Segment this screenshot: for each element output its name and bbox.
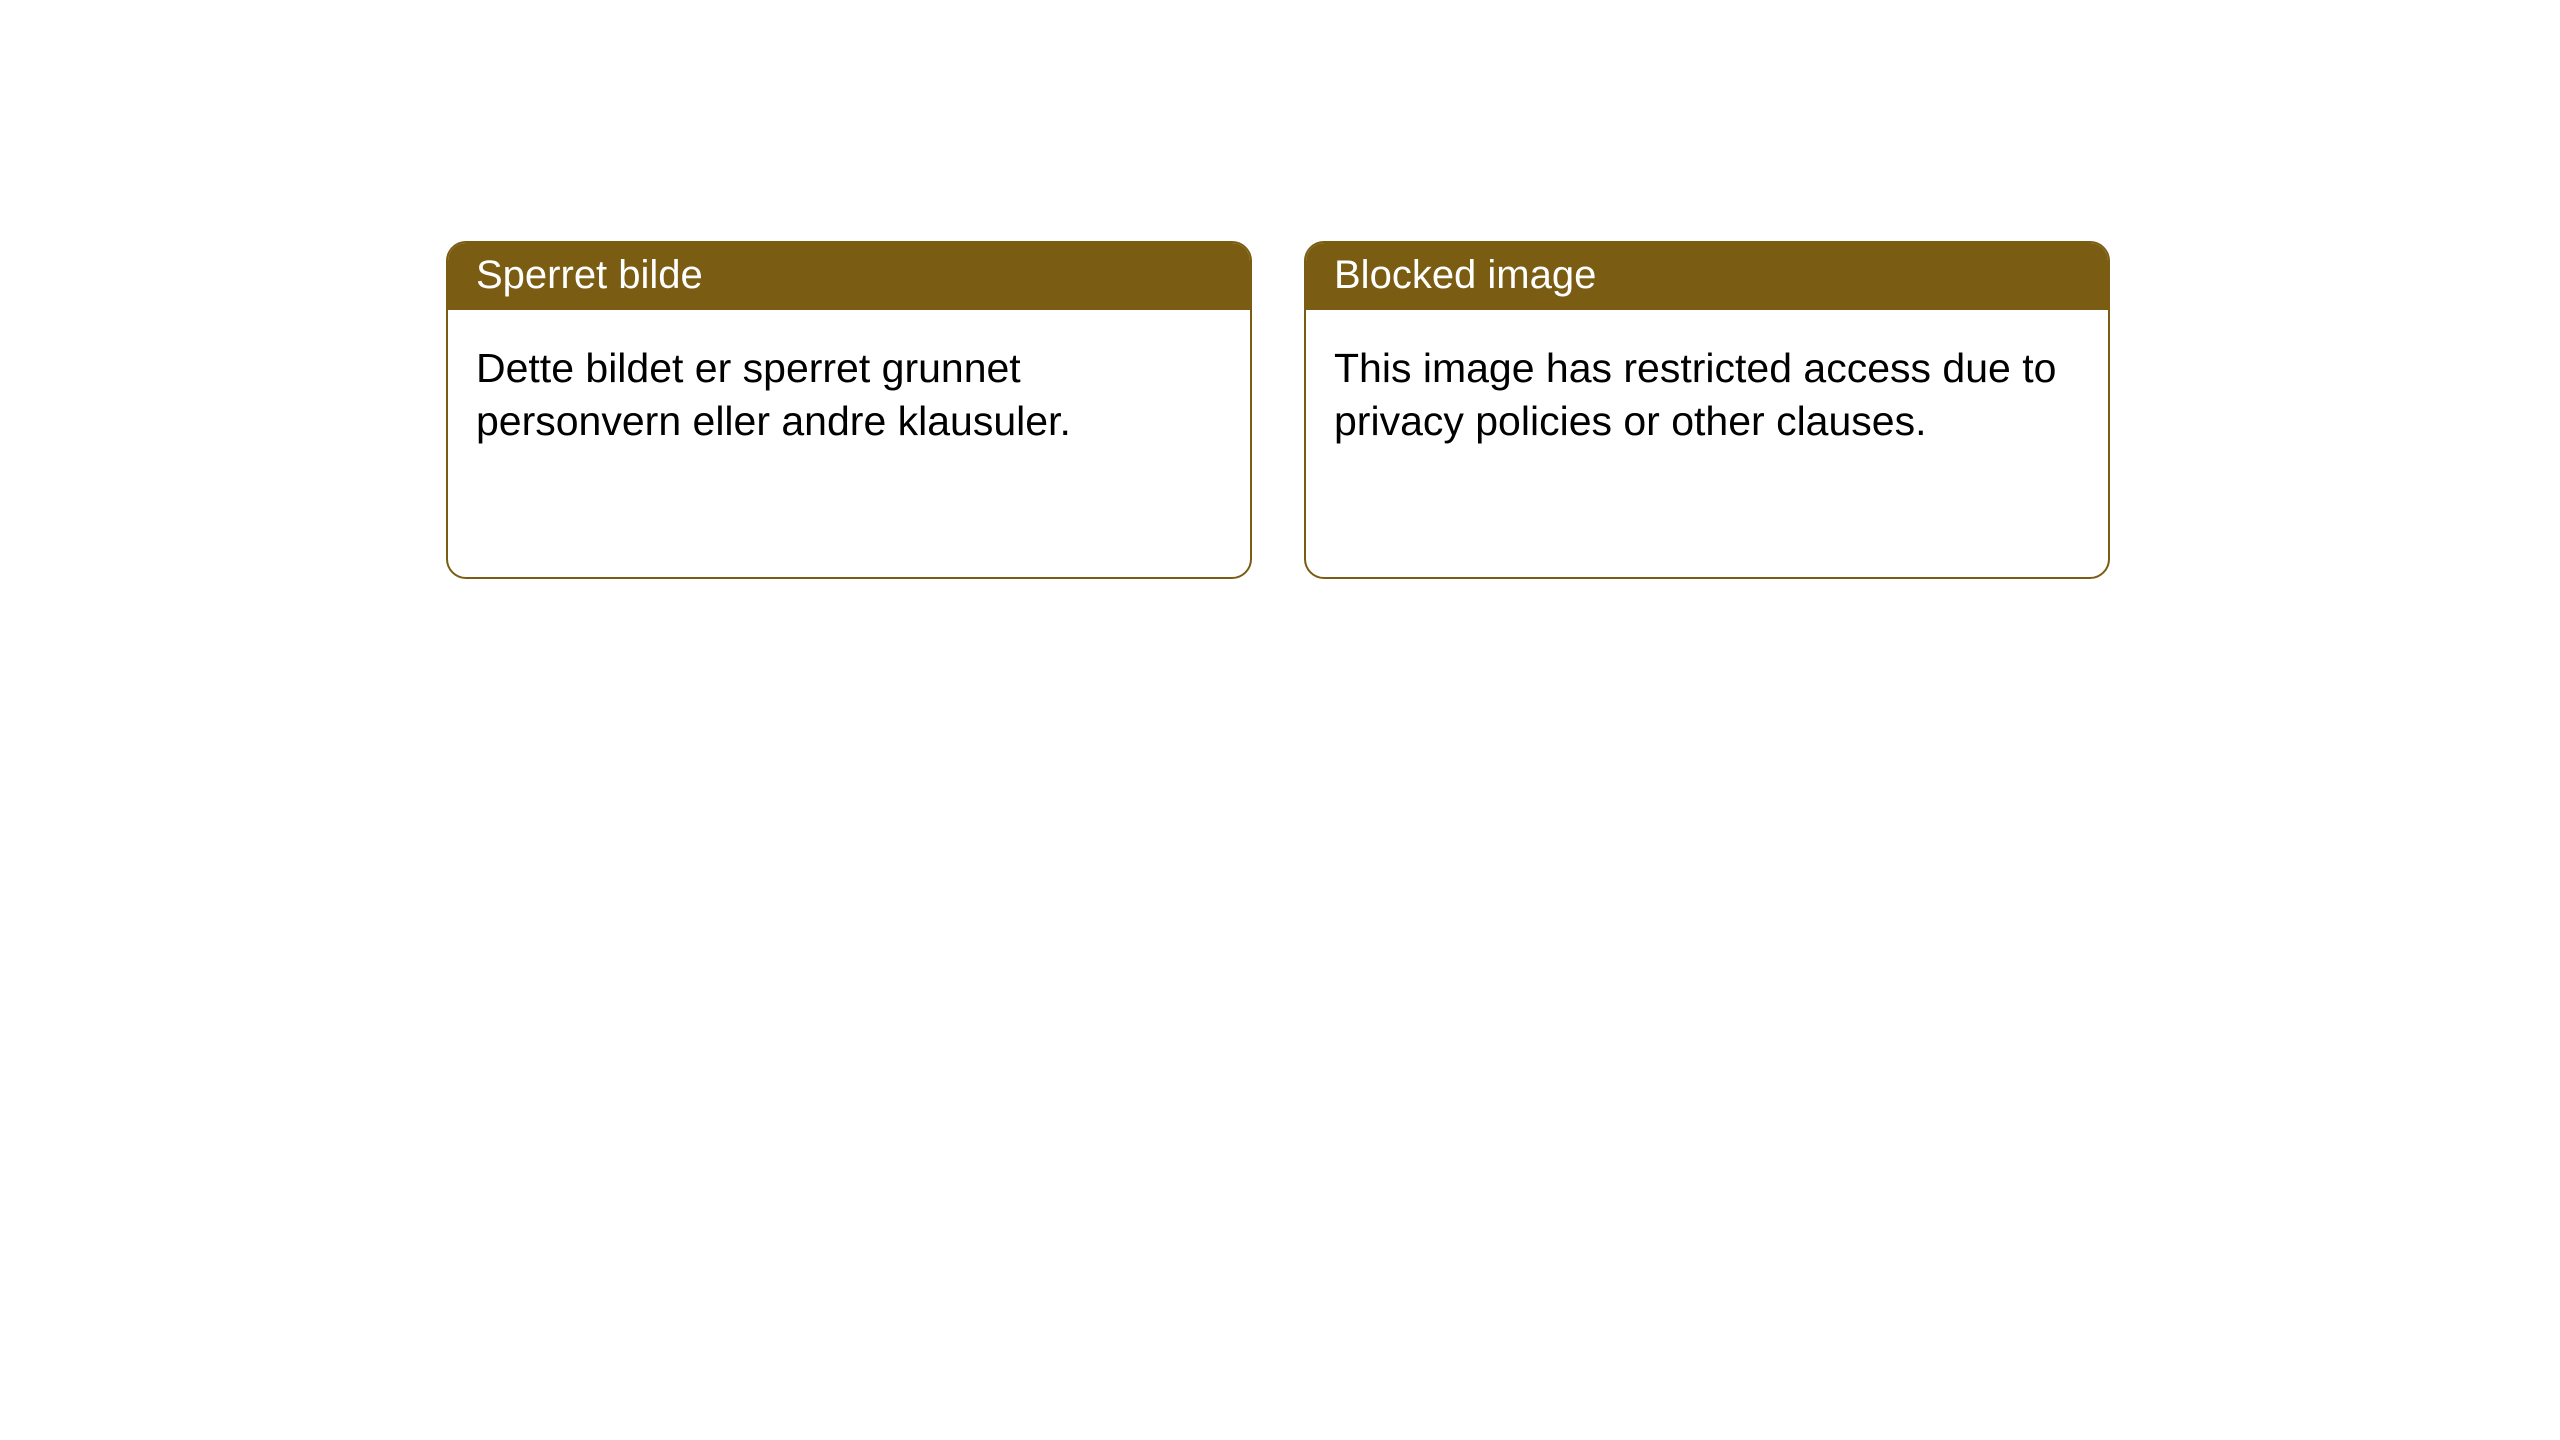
notice-title-norwegian: Sperret bilde (448, 243, 1250, 310)
notice-container: Sperret bilde Dette bildet er sperret gr… (0, 0, 2560, 579)
notice-body-english: This image has restricted access due to … (1306, 310, 2108, 481)
notice-card-english: Blocked image This image has restricted … (1304, 241, 2110, 579)
notice-card-norwegian: Sperret bilde Dette bildet er sperret gr… (446, 241, 1252, 579)
notice-body-norwegian: Dette bildet er sperret grunnet personve… (448, 310, 1250, 481)
notice-title-english: Blocked image (1306, 243, 2108, 310)
